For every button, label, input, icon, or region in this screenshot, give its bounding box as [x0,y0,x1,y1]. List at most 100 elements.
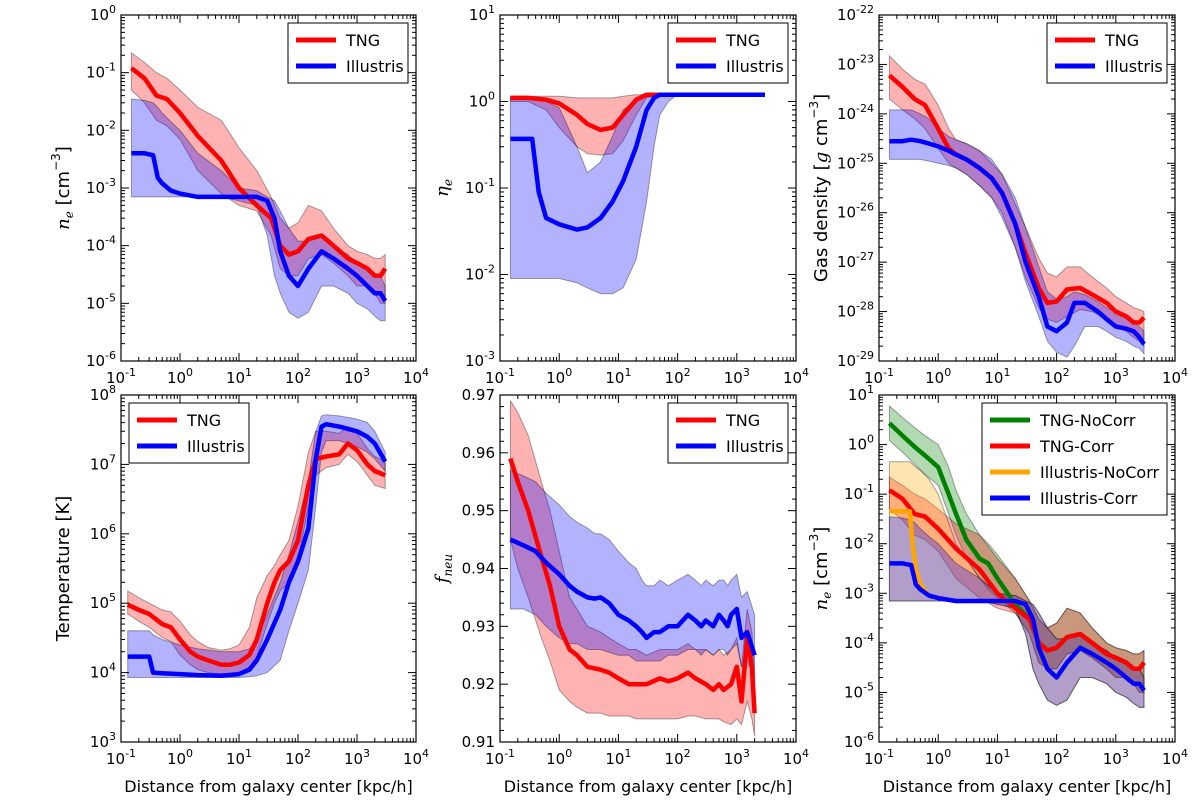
x-tick-label: 101 [984,366,1010,387]
y-tick-label: 107 [90,452,116,473]
tick-exponent: 0 [488,90,495,103]
x-tick-label: 103 [724,747,750,768]
y-tick-label: 10-29 [837,349,874,370]
tick-mantissa: 10 [465,352,484,370]
y-tick-label: 10-23 [837,52,874,73]
tick-mantissa: 10 [226,750,245,768]
tick-mantissa: 10 [86,64,105,82]
tick-mantissa: 10 [844,584,863,602]
y-tick-label: 10-1 [465,176,495,197]
plot-frame [878,14,1176,362]
x-tick-label: 100 [925,366,951,387]
y-tick-label: 10-26 [837,201,874,222]
y-label-part: g [811,152,832,164]
y-tick-label: 103 [90,730,116,751]
legend-box [128,402,250,464]
x-axis-label: Distance from galaxy center [kpc/h] [124,777,412,796]
tick-mantissa: 10 [86,179,105,197]
x-tick-label: 102 [665,366,691,387]
tick-mantissa: 10 [665,750,684,768]
tick-mantissa: 10 [844,485,863,503]
legend: TNG-NoCorr TNG-Corr Illustris-NoCorr Illust… [981,402,1168,516]
legend-label-tng: TNG [1104,31,1139,50]
tick-mantissa: 10 [90,455,109,473]
y-label-part: e [62,211,76,218]
tick-exponent: -4 [863,631,874,644]
tick-exponent: -2 [863,532,874,545]
tick-exponent: 3 [1122,747,1129,760]
plot-frame [878,394,1176,743]
tick-mantissa: 10 [86,121,105,139]
y-tick-label: 10-2 [465,263,495,284]
x-tick-label: 101 [605,366,631,387]
tick-mantissa: 10 [86,294,105,312]
tick-mantissa: 10 [1044,750,1063,768]
y-tick-label: 105 [90,591,116,612]
tick-mantissa: 10 [546,750,565,768]
tick-mantissa: 10 [1044,369,1063,387]
chart-panel-2: 10-1 100 101 102 103 10410-310-210-1100101ηeT… [432,3,809,387]
tick-exponent: -2 [484,263,495,276]
tick-mantissa: 10 [106,750,125,768]
y-tick-label: 0.96 [462,444,495,462]
y-label-part: −3 [49,153,63,171]
x-tick-label: 100 [546,747,572,768]
chart-panel-4: 10-1 100 101 102 103 104103104105106107108Tem… [53,383,429,796]
tick-mantissa: 10 [86,352,105,370]
tick-exponent: 3 [109,730,116,743]
tick-exponent: -1 [484,176,495,189]
tick-mantissa: 10 [724,369,743,387]
y-label-part: η [432,186,453,197]
x-tick-label: 101 [226,366,252,387]
x-tick-label: 103 [344,366,370,387]
tick-exponent: -25 [856,151,874,164]
plot-area [887,54,1146,358]
x-tick-label: 100 [167,366,193,387]
tick-mantissa: 10 [285,750,304,768]
plot-frame [120,14,417,362]
tick-exponent: 0 [186,747,193,760]
tick-mantissa: 10 [469,93,488,111]
x-tick-label: 100 [167,747,193,768]
tick-exponent: -1 [125,366,136,379]
x-tick-label: 103 [1103,366,1129,387]
tick-exponent: 2 [1063,747,1070,760]
tick-exponent: -27 [856,250,874,263]
plot-area [126,414,388,679]
series-line-tng [130,66,388,279]
x-tick-label: 10-1 [106,747,136,768]
tick-exponent: 5 [109,591,116,604]
x-tick-label: 103 [344,747,370,768]
tick-mantissa: 10 [605,369,624,387]
tick-mantissa: 10 [546,369,565,387]
y-tick-label: 101 [469,3,495,24]
tick-mantissa: 0.91 [462,733,495,751]
x-tick-label: 104 [1162,747,1188,768]
y-axis-label: fneu [432,554,455,585]
tick-mantissa: 10 [665,369,684,387]
x-tick-label: 101 [226,747,252,768]
tick-mantissa: 10 [837,55,856,73]
y-tick-label: 10-4 [86,234,116,255]
y-label-part: [cm [811,551,832,591]
x-tick-label: 101 [984,747,1010,768]
series-line-illustris [509,537,757,656]
tick-exponent: 1 [1003,747,1010,760]
tick-exponent: -1 [863,482,874,495]
tick-exponent: -26 [856,201,874,214]
y-tick-label: 10-2 [844,532,874,553]
legend: TNG Illustris [667,22,789,84]
y-label-part: Gas density [ [811,163,832,282]
y-tick-label: 0.94 [462,560,495,578]
y-tick-label: 10-1 [844,482,874,503]
tick-exponent: -3 [105,176,116,189]
tick-mantissa: 10 [864,750,883,768]
tick-exponent: -2 [105,118,116,131]
x-axis-label: Distance from galaxy center [kpc/h] [883,777,1171,796]
tick-mantissa: 10 [844,683,863,701]
tick-mantissa: 10 [1103,369,1122,387]
tick-mantissa: 10 [984,369,1003,387]
tick-mantissa: 10 [485,750,504,768]
tick-exponent: 3 [363,366,370,379]
tick-mantissa: 10 [844,634,863,652]
